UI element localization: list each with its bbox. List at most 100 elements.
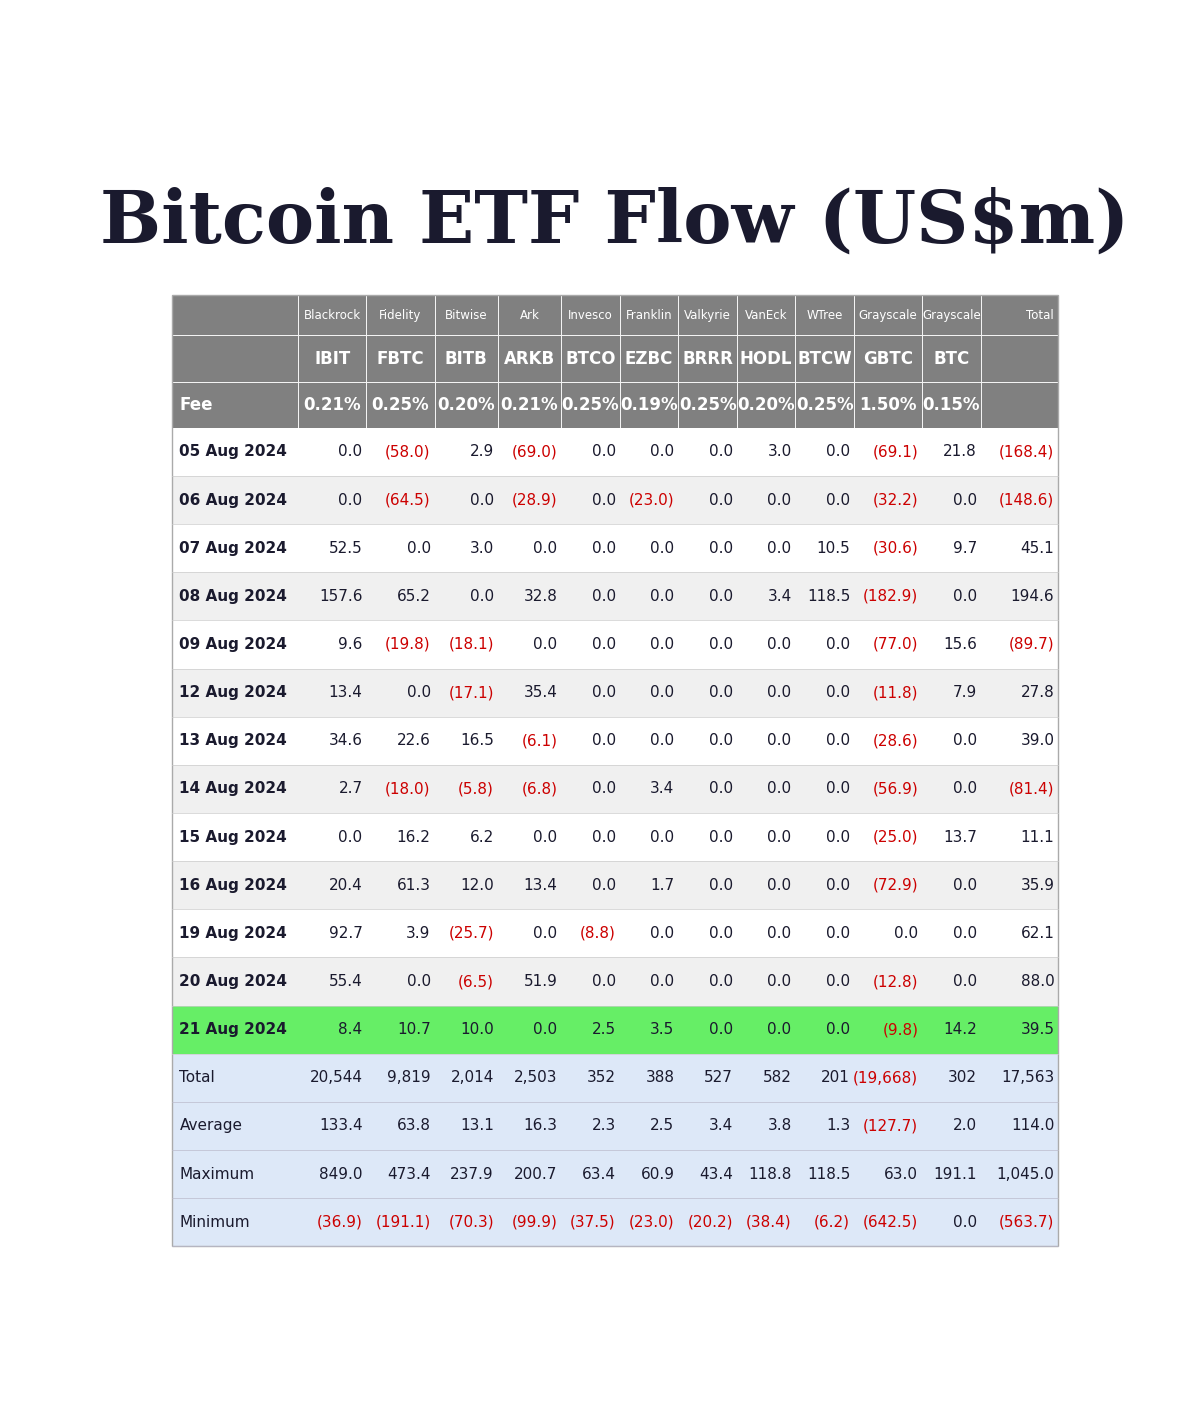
Text: 51.9: 51.9 xyxy=(523,974,557,990)
Text: 20,544: 20,544 xyxy=(310,1071,362,1085)
Text: 0.20%: 0.20% xyxy=(737,395,796,414)
Text: 12.0: 12.0 xyxy=(461,877,494,893)
Text: IBIT: IBIT xyxy=(314,350,350,367)
Text: 0.0: 0.0 xyxy=(407,685,431,700)
Text: (56.9): (56.9) xyxy=(872,782,918,796)
Text: (36.9): (36.9) xyxy=(317,1214,362,1230)
Bar xyxy=(678,336,737,381)
Text: (81.4): (81.4) xyxy=(1009,782,1055,796)
Text: 2.5: 2.5 xyxy=(650,1119,674,1133)
Bar xyxy=(619,336,678,381)
Text: 0.0: 0.0 xyxy=(768,492,792,508)
Text: 13.4: 13.4 xyxy=(523,877,557,893)
Bar xyxy=(737,296,796,336)
Text: (70.3): (70.3) xyxy=(449,1214,494,1230)
Text: 35.9: 35.9 xyxy=(1020,877,1055,893)
Text: (9.8): (9.8) xyxy=(882,1022,918,1037)
Text: 0.0: 0.0 xyxy=(953,926,977,941)
Text: 1.50%: 1.50% xyxy=(859,395,917,414)
Bar xyxy=(299,296,366,336)
Text: 3.9: 3.9 xyxy=(407,926,431,941)
Text: 6.2: 6.2 xyxy=(469,829,494,845)
Text: 0.0: 0.0 xyxy=(592,734,616,748)
Text: 8.4: 8.4 xyxy=(338,1022,362,1037)
Text: 0.0: 0.0 xyxy=(338,445,362,459)
Text: (6.8): (6.8) xyxy=(521,782,557,796)
Text: (32.2): (32.2) xyxy=(872,492,918,508)
Text: 88.0: 88.0 xyxy=(1021,974,1055,990)
Text: 0.0: 0.0 xyxy=(470,589,494,604)
Text: 191.1: 191.1 xyxy=(934,1166,977,1182)
Bar xyxy=(172,428,1058,476)
Text: 352: 352 xyxy=(587,1071,616,1085)
Text: 114.0: 114.0 xyxy=(1012,1119,1055,1133)
Bar xyxy=(172,1102,1058,1150)
Text: 1,045.0: 1,045.0 xyxy=(996,1166,1055,1182)
Text: 06 Aug 2024: 06 Aug 2024 xyxy=(180,492,288,508)
Bar xyxy=(678,296,737,336)
Bar xyxy=(172,1005,1058,1054)
Text: 21.8: 21.8 xyxy=(943,445,977,459)
Bar xyxy=(434,381,498,428)
Text: Invesco: Invesco xyxy=(568,309,613,321)
Text: 0.0: 0.0 xyxy=(768,685,792,700)
Text: 43.4: 43.4 xyxy=(700,1166,733,1182)
Text: 157.6: 157.6 xyxy=(319,589,362,604)
Text: 0.0: 0.0 xyxy=(592,685,616,700)
Text: 0.0: 0.0 xyxy=(953,1214,977,1230)
Bar xyxy=(172,620,1058,668)
Bar xyxy=(796,296,854,336)
Bar xyxy=(980,296,1058,336)
Text: 0.0: 0.0 xyxy=(592,540,616,556)
Text: 34.6: 34.6 xyxy=(329,734,362,748)
Text: 118.5: 118.5 xyxy=(806,589,850,604)
Text: 60.9: 60.9 xyxy=(641,1166,674,1182)
Bar xyxy=(498,296,562,336)
Text: EZBC: EZBC xyxy=(625,350,673,367)
Text: 237.9: 237.9 xyxy=(450,1166,494,1182)
Text: 9.7: 9.7 xyxy=(953,540,977,556)
Text: 0.0: 0.0 xyxy=(650,589,674,604)
Text: 0.0: 0.0 xyxy=(709,1022,733,1037)
Bar xyxy=(172,296,299,336)
Bar xyxy=(172,668,1058,717)
Text: 62.1: 62.1 xyxy=(1020,926,1055,941)
Text: 0.0: 0.0 xyxy=(768,540,792,556)
Text: 20 Aug 2024: 20 Aug 2024 xyxy=(180,974,288,990)
Text: 3.4: 3.4 xyxy=(709,1119,733,1133)
Text: (69.0): (69.0) xyxy=(511,445,557,459)
Bar xyxy=(366,296,434,336)
Bar xyxy=(922,336,980,381)
Bar xyxy=(498,336,562,381)
Text: 2.5: 2.5 xyxy=(592,1022,616,1037)
Text: 0.0: 0.0 xyxy=(709,926,733,941)
Text: 2.9: 2.9 xyxy=(469,445,494,459)
Text: (5.8): (5.8) xyxy=(458,782,494,796)
Text: (148.6): (148.6) xyxy=(1000,492,1055,508)
Text: 0.0: 0.0 xyxy=(650,445,674,459)
Text: (127.7): (127.7) xyxy=(863,1119,918,1133)
Text: 0.0: 0.0 xyxy=(953,492,977,508)
Text: 0.0: 0.0 xyxy=(709,974,733,990)
Text: BITB: BITB xyxy=(445,350,487,367)
Text: 0.0: 0.0 xyxy=(709,540,733,556)
Text: (563.7): (563.7) xyxy=(1000,1214,1055,1230)
Text: 2.0: 2.0 xyxy=(953,1119,977,1133)
Text: 0.20%: 0.20% xyxy=(437,395,494,414)
Bar xyxy=(922,296,980,336)
Text: 3.0: 3.0 xyxy=(767,445,792,459)
Text: 0.0: 0.0 xyxy=(709,829,733,845)
Text: 22.6: 22.6 xyxy=(397,734,431,748)
Bar xyxy=(172,1199,1058,1246)
Bar xyxy=(366,381,434,428)
Text: 0.0: 0.0 xyxy=(953,877,977,893)
Bar xyxy=(172,336,299,381)
Text: 118.8: 118.8 xyxy=(749,1166,792,1182)
Text: 13 Aug 2024: 13 Aug 2024 xyxy=(180,734,287,748)
Text: Blackrock: Blackrock xyxy=(304,309,361,321)
Text: 63.8: 63.8 xyxy=(397,1119,431,1133)
Text: Valkyrie: Valkyrie xyxy=(684,309,731,321)
Text: (37.5): (37.5) xyxy=(570,1214,616,1230)
Text: 3.8: 3.8 xyxy=(767,1119,792,1133)
Bar xyxy=(562,296,619,336)
